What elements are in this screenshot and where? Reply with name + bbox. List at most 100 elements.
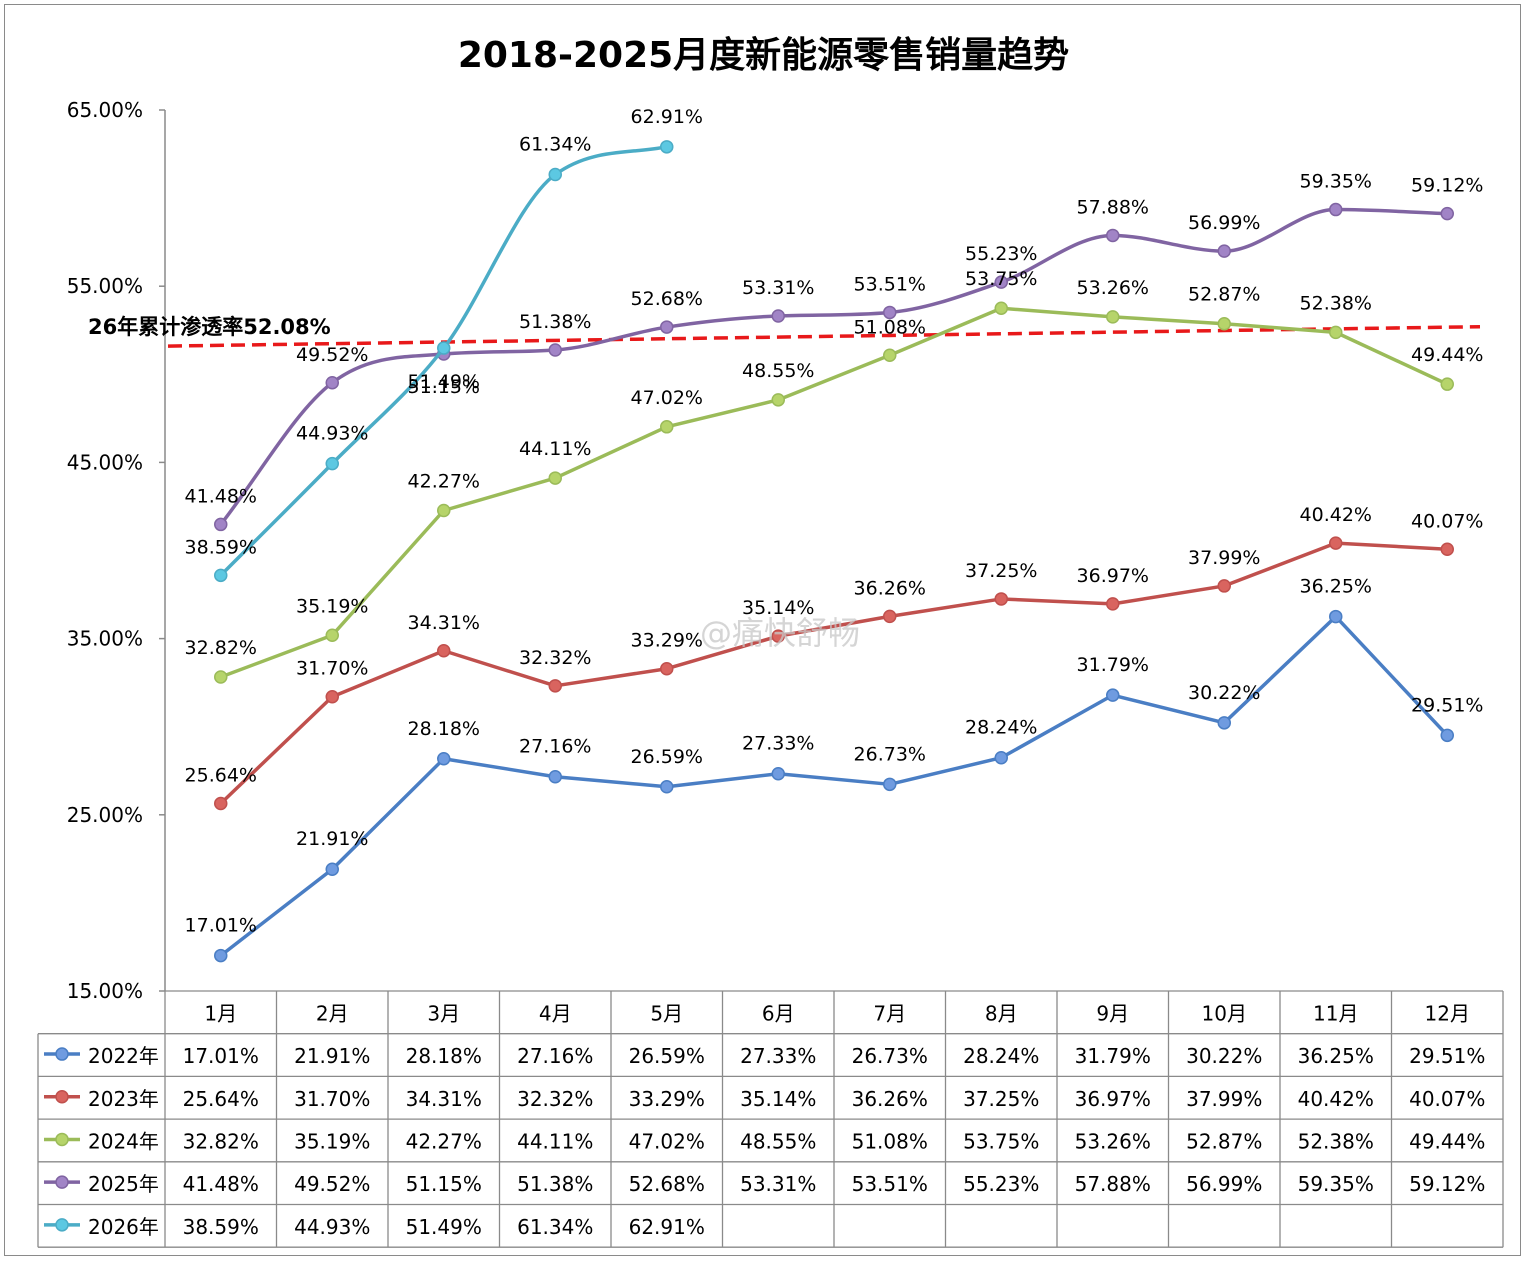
legend-label: 2023年 (88, 1087, 159, 1111)
table-cell: 51.15% (406, 1172, 482, 1196)
table-cell: 32.82% (183, 1129, 259, 1153)
table-cell: 25.64% (183, 1087, 259, 1111)
legend-label: 2024年 (88, 1129, 159, 1153)
y-tick-label: 45.00% (67, 450, 143, 474)
data-point (548, 769, 562, 784)
reference-line (167, 324, 1481, 348)
data-point (1440, 206, 1454, 221)
data-label: 28.24% (965, 717, 1037, 739)
data-point (325, 689, 339, 704)
data-label: 32.32% (519, 647, 591, 669)
x-tick-label: 5月 (650, 1001, 683, 1025)
data-label: 21.91% (296, 828, 368, 850)
data-point (771, 393, 785, 407)
data-label: 40.42% (1300, 504, 1372, 526)
data-point (1329, 536, 1343, 550)
table-cell: 28.18% (406, 1044, 482, 1068)
table-cell: 51.38% (517, 1172, 593, 1196)
chart-title: 2018-2025月度新能源零售销量趋势 (457, 35, 1070, 76)
data-label: 53.26% (1077, 277, 1149, 299)
table-cell: 49.44% (1409, 1129, 1485, 1153)
legend-label: 2025年 (88, 1172, 159, 1196)
table-cell: 40.07% (1409, 1087, 1485, 1111)
legend-marker (55, 1090, 69, 1104)
watermark: @痛快舒畅 (700, 614, 860, 652)
data-point (660, 320, 674, 334)
x-tick-label: 2月 (316, 1001, 349, 1025)
x-tick-label: 11月 (1313, 1001, 1358, 1025)
table-cell: 57.88% (1075, 1172, 1151, 1196)
data-label: 36.26% (854, 577, 926, 599)
table-cell: 40.42% (1298, 1087, 1374, 1111)
chart-frame (4, 4, 1521, 1256)
table-cell: 42.27% (406, 1129, 482, 1153)
y-tick-label: 25.00% (67, 803, 143, 827)
data-point (325, 456, 339, 471)
data-point (437, 341, 451, 355)
data-label: 34.31% (408, 612, 480, 634)
table-cell: 17.01% (183, 1044, 259, 1068)
series-line-2023年 (219, 541, 1448, 805)
legend-label: 2026年 (88, 1215, 159, 1239)
data-label: 51.38% (519, 311, 591, 333)
data-label: 49.44% (1411, 344, 1483, 366)
x-tick-label: 9月 (1096, 1001, 1129, 1025)
data-point (660, 140, 674, 154)
x-tick-label: 12月 (1425, 1001, 1470, 1025)
data-point (1106, 597, 1120, 611)
data-label: 35.19% (296, 595, 368, 617)
reference-line-label: 26年累计渗透率52.08% (88, 315, 331, 339)
x-tick-label: 10月 (1202, 1001, 1247, 1025)
data-point (660, 420, 674, 434)
data-label: 28.18% (408, 718, 480, 740)
table-cell: 34.31% (406, 1087, 482, 1111)
y-tick-label: 35.00% (67, 627, 143, 651)
y-tick-label: 15.00% (67, 979, 143, 1003)
data-label: 57.88% (1077, 196, 1149, 218)
table-cell: 62.91% (629, 1215, 705, 1239)
table-cell: 26.59% (629, 1044, 705, 1068)
axis-layer: 15.00% 25.00% 35.00% 45.00% 55.00% 65.00% (67, 98, 166, 1003)
data-point (325, 628, 339, 643)
series-line-2024年 (220, 306, 1448, 679)
table-cell: 27.33% (740, 1044, 816, 1068)
table-cell: 52.87% (1186, 1129, 1262, 1153)
legend-label: 2022年 (88, 1044, 159, 1068)
data-label: 51.49% (408, 371, 480, 393)
data-label: 27.16% (519, 736, 591, 758)
data-point (883, 348, 897, 363)
table-cell: 32.32% (517, 1087, 593, 1111)
data-label: 52.68% (631, 288, 703, 310)
table-cell: 27.16% (517, 1044, 593, 1068)
data-point (660, 780, 674, 794)
data-point (771, 766, 785, 781)
data-point (214, 517, 228, 532)
data-point (1329, 609, 1343, 624)
data-label: 59.35% (1300, 171, 1372, 193)
series-line-2025年 (219, 207, 1448, 526)
table-cell: 26.73% (852, 1044, 928, 1068)
table-cell: 56.99% (1186, 1172, 1262, 1196)
table-cell: 36.26% (852, 1087, 928, 1111)
data-label-layer: 17.01% 21.91% 28.18% 27.16% 26.59% 27.33% 26.7… (185, 106, 1484, 937)
x-tick-label: 7月 (873, 1001, 906, 1025)
data-label: 51.15% (408, 376, 480, 398)
series-line-2022年 (219, 614, 1449, 957)
table-cell: 33.29% (629, 1087, 705, 1111)
table-cell: 28.24% (963, 1044, 1039, 1068)
data-label: 42.27% (408, 471, 480, 493)
data-label: 44.93% (296, 423, 368, 445)
data-point (437, 752, 451, 766)
data-label: 33.29% (631, 630, 703, 652)
data-point (214, 568, 228, 583)
data-label: 32.82% (185, 637, 257, 659)
data-label: 52.38% (1300, 292, 1372, 314)
x-tick-label: 3月 (427, 1001, 460, 1025)
data-label: 61.34% (519, 133, 591, 155)
data-label: 29.51% (1411, 694, 1483, 716)
data-label: 41.48% (185, 485, 257, 507)
data-point (437, 503, 451, 518)
data-point (1106, 688, 1120, 702)
y-tick-label: 65.00% (67, 98, 143, 122)
table-cell: 53.26% (1075, 1129, 1151, 1153)
